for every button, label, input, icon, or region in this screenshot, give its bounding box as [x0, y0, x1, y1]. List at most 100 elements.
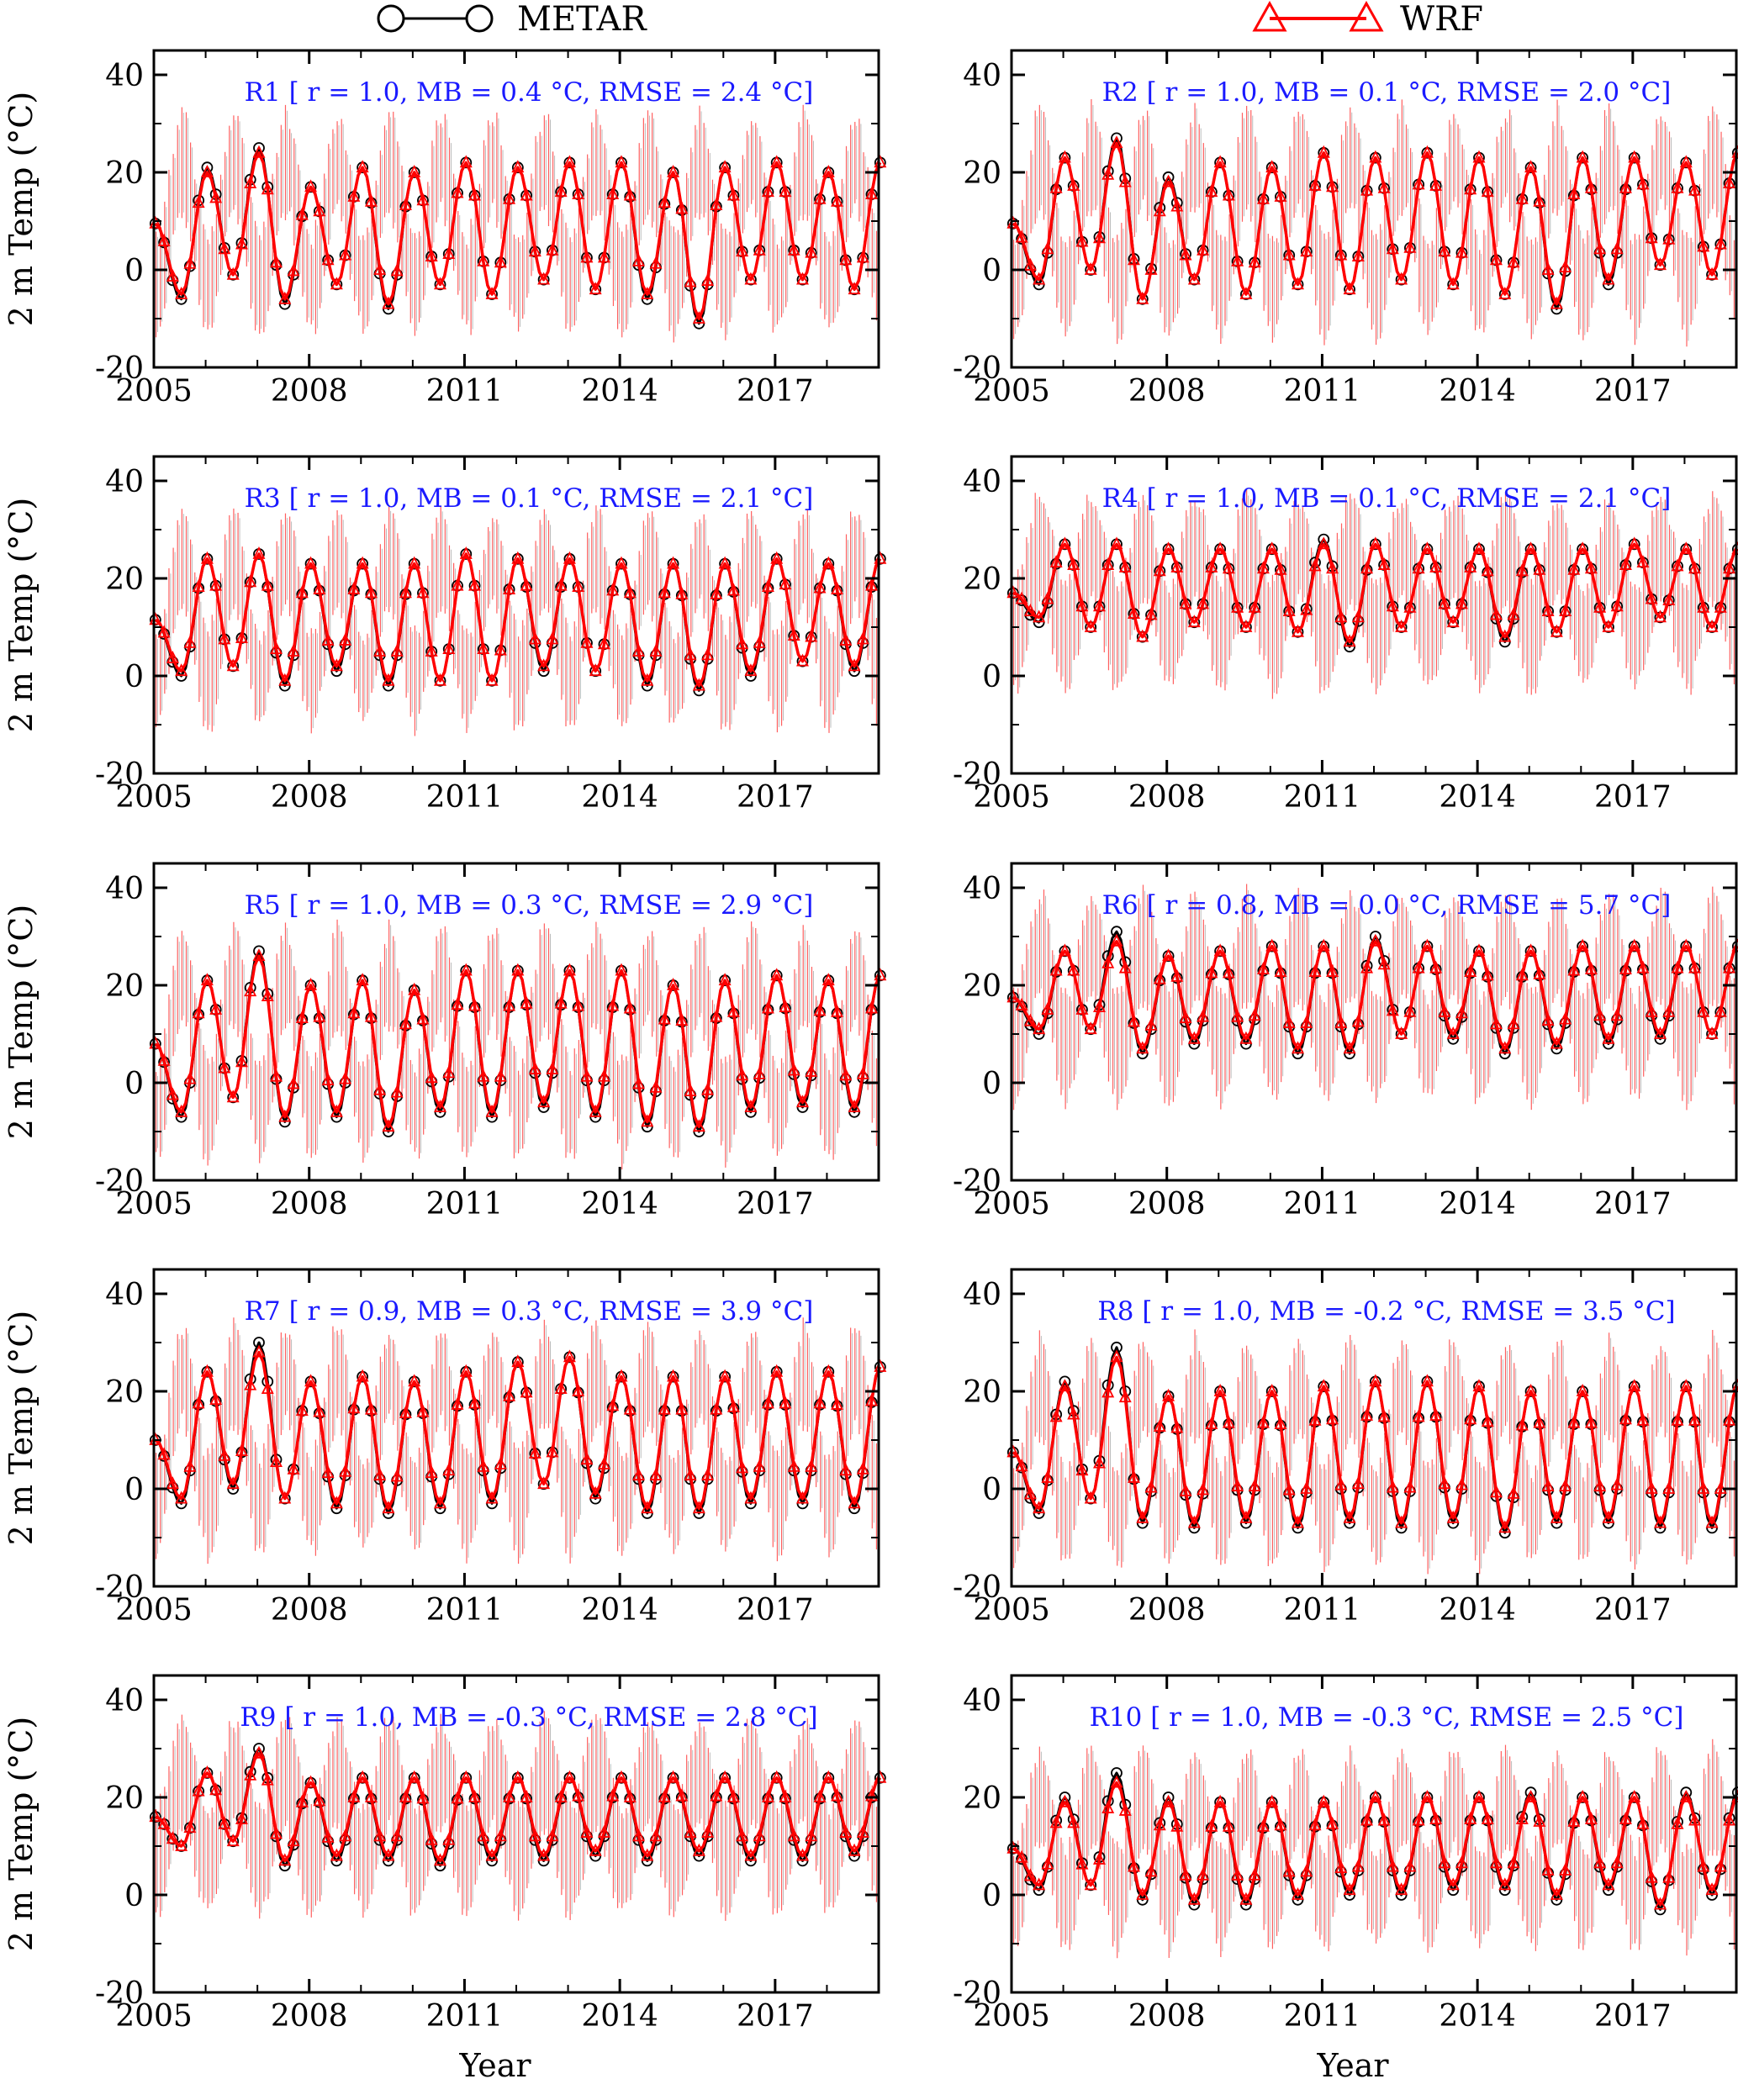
wrf-point [1136, 629, 1149, 642]
wrf-point [1567, 562, 1581, 575]
wrf-point [1067, 557, 1080, 570]
wrf-point [658, 195, 671, 208]
wrf-point [1351, 1476, 1365, 1490]
wrf-point [1584, 180, 1598, 193]
wrf-point [408, 556, 421, 569]
wrf-point [451, 578, 464, 591]
wrf-point [1136, 291, 1149, 304]
wrf-point [1334, 1477, 1348, 1491]
wrf-point [1619, 962, 1632, 975]
y-axis-title: 2 m Temp (°C) [3, 498, 40, 732]
wrf-point [503, 191, 516, 204]
x-tick-label: 2008 [1128, 374, 1206, 409]
wrf-point [1118, 960, 1132, 973]
wrf-point [632, 1468, 645, 1480]
wrf-point [304, 1374, 318, 1387]
wrf-point [434, 1099, 446, 1112]
wrf-point [1602, 1510, 1615, 1523]
wrf-point [1524, 1383, 1538, 1396]
wrf-point [1033, 1021, 1046, 1035]
wrf-point [209, 1001, 223, 1015]
wrf-point [726, 583, 740, 596]
wrf-point [1282, 604, 1296, 617]
y-tick-label: 40 [963, 465, 1001, 499]
wrf-point [641, 1501, 654, 1514]
wrf-point [295, 1010, 309, 1024]
metar-point [1016, 1000, 1028, 1013]
wrf-point [1058, 536, 1071, 550]
wrf-point [1403, 240, 1417, 253]
wrf-point [1197, 242, 1210, 256]
wrf-point [1654, 257, 1667, 271]
wrf-point [364, 193, 378, 207]
wrf-point [1118, 1390, 1132, 1403]
y-tick-label: 20 [963, 1375, 1001, 1410]
wrf-point [166, 1087, 179, 1100]
wrf-point [1412, 177, 1425, 190]
wrf-point [287, 1461, 300, 1475]
wrf-point [1300, 244, 1313, 257]
wrf-point [1403, 1480, 1417, 1493]
wrf-point [796, 1095, 809, 1108]
wrf-point [192, 1005, 205, 1019]
x-tick-label: 2011 [1284, 374, 1361, 409]
wrf-point [1403, 599, 1417, 613]
wrf-point [1576, 1383, 1589, 1396]
wrf-point [1610, 1477, 1624, 1491]
wrf-point [1705, 266, 1719, 280]
wrf-point [1231, 1009, 1244, 1022]
wrf-point [1576, 541, 1589, 555]
wrf-point [1231, 1479, 1244, 1491]
metar-point [1016, 233, 1028, 245]
error-bars [155, 1711, 879, 1921]
wrf-point [736, 244, 749, 257]
wrf-point [1144, 607, 1158, 620]
stats-label: R4 [ r = 1.0, MB = 0.1 °C, RMSE = 2.1 °C… [1102, 483, 1672, 514]
wrf-point [1567, 963, 1581, 976]
series-wrf-line [1012, 141, 1738, 306]
wrf-point [606, 1398, 620, 1411]
wrf-point [1541, 1479, 1555, 1491]
wrf-point [563, 963, 576, 976]
wrf-point [1317, 536, 1330, 550]
wrf-point [1515, 563, 1529, 577]
wrf-point [442, 1463, 456, 1476]
y-tick-label: 20 [963, 969, 1001, 1004]
wrf-point [399, 585, 412, 599]
wrf-point [1058, 1379, 1071, 1392]
wrf-point [304, 556, 318, 569]
wrf-point [1679, 541, 1693, 555]
wrf-point [166, 650, 179, 663]
wrf-point [1395, 1515, 1408, 1528]
wrf-point [1438, 1004, 1451, 1017]
wrf-point [321, 252, 335, 266]
wrf-point [1524, 541, 1538, 555]
wrf-point [580, 635, 594, 648]
wrf-point [364, 585, 378, 599]
wrf-point [1455, 1477, 1468, 1491]
wrf-point [779, 577, 792, 590]
wrf-point [1187, 1031, 1201, 1044]
wrf-point [503, 582, 516, 594]
wrf-point [1153, 1419, 1166, 1432]
wrf-point [1248, 255, 1261, 268]
wrf-point [684, 1468, 697, 1480]
wrf-point [1412, 561, 1425, 574]
wrf-point [261, 1381, 274, 1394]
wrf-point [511, 963, 525, 976]
wrf-point [1360, 1407, 1374, 1421]
wrf-point [1265, 938, 1279, 952]
wrf-point [218, 1060, 231, 1074]
wrf-point [761, 1000, 774, 1014]
x-tick-label: 2008 [271, 780, 348, 815]
wrf-point [606, 583, 620, 596]
wrf-point [1049, 1409, 1063, 1422]
wrf-point [1714, 1004, 1727, 1017]
wrf-point [779, 1000, 792, 1012]
wrf-point [1636, 177, 1650, 190]
wrf-point [330, 1496, 343, 1509]
wrf-point [1671, 1412, 1684, 1426]
wrf-point [459, 1364, 473, 1377]
